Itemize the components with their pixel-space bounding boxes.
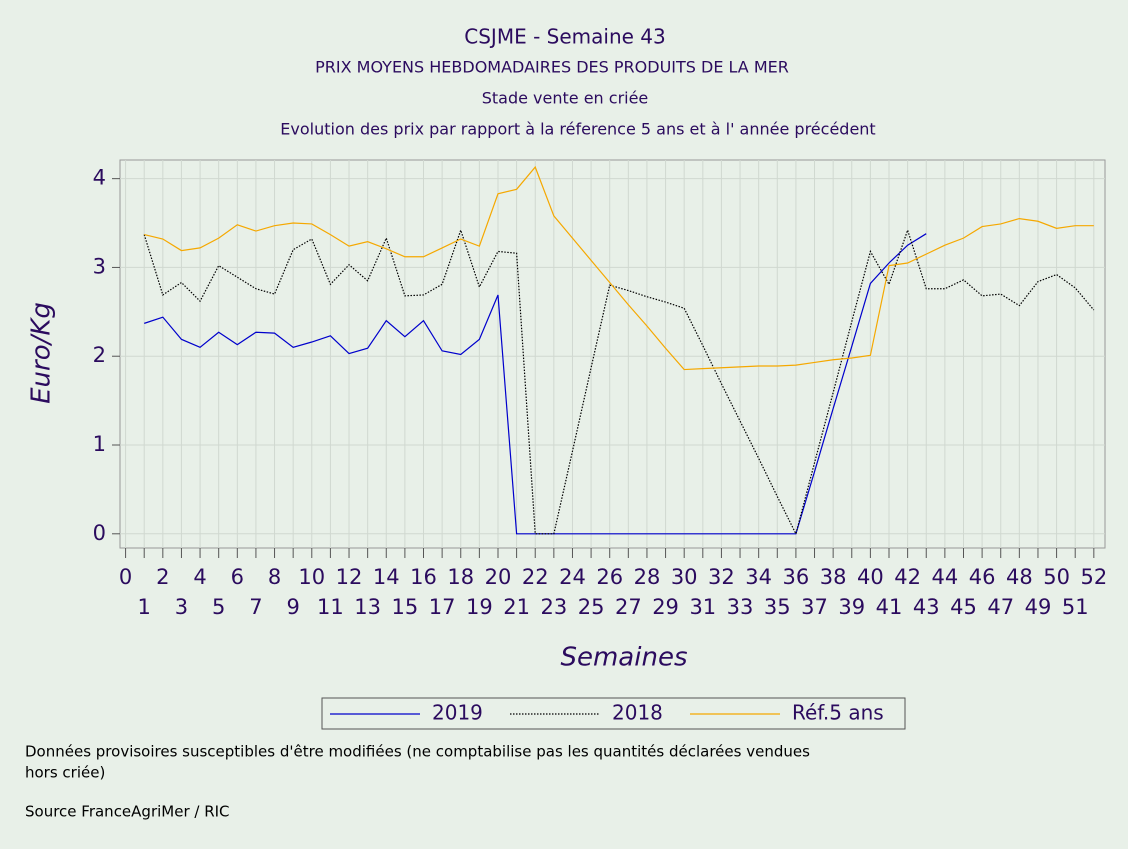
x-tick-label: 19 [466, 595, 493, 619]
note: hors criée) [25, 764, 105, 782]
x-tick-label: 9 [286, 595, 299, 619]
x-tick-label: 32 [708, 565, 735, 589]
x-tick-label: 7 [249, 595, 262, 619]
x-tick-label: 49 [1025, 595, 1052, 619]
x-tick-label: 46 [969, 565, 996, 589]
x-tick-label: 3 [175, 595, 188, 619]
x-tick-label: 14 [373, 565, 400, 589]
x-tick-label: 15 [392, 595, 419, 619]
x-tick-label: 22 [522, 565, 549, 589]
x-tick-label: 38 [820, 565, 847, 589]
y-axis-label: Euro/Kg [27, 302, 57, 404]
chart-subtitle: Evolution des prix par rapport à la réfe… [280, 120, 875, 139]
y-tick-label: 2 [93, 343, 106, 367]
x-tick-label: 33 [727, 595, 754, 619]
x-tick-label: 51 [1062, 595, 1089, 619]
x-tick-label: 26 [596, 565, 623, 589]
x-tick-label: 42 [894, 565, 921, 589]
x-tick-label: 50 [1043, 565, 1070, 589]
x-tick-label: 0 [119, 565, 132, 589]
x-tick-label: 5 [212, 595, 225, 619]
chart-subtitle: PRIX MOYENS HEBDOMADAIRES DES PRODUITS D… [315, 58, 789, 77]
line [144, 233, 927, 535]
legend-label: 2019 [432, 701, 483, 725]
x-tick-label: 1 [138, 595, 151, 619]
note: Source FranceAgriMer / RIC [25, 803, 230, 821]
y-tick-label: 3 [93, 254, 106, 278]
plot-area [119, 159, 1106, 549]
x-tick-label: 34 [745, 565, 772, 589]
x-tick-label: 16 [410, 565, 437, 589]
y-tick-label: 0 [93, 521, 106, 545]
x-tick-label: 25 [578, 595, 605, 619]
x-tick-label: 31 [689, 595, 716, 619]
legend-label: 2018 [612, 701, 663, 725]
x-tick-label: 44 [932, 565, 959, 589]
x-tick-label: 48 [1006, 565, 1033, 589]
legend-label: Réf.5 ans [792, 701, 884, 725]
x-tick-label: 41 [876, 595, 903, 619]
x-tick-label: 45 [950, 595, 977, 619]
x-tick-label: 28 [634, 565, 661, 589]
line [143, 228, 1095, 536]
x-tick-label: 18 [447, 565, 474, 589]
x-tick-label: 20 [485, 565, 512, 589]
x-tick-label: 29 [652, 595, 679, 619]
x-tick-label: 47 [987, 595, 1014, 619]
x-tick-label: 43 [913, 595, 940, 619]
x-tick-label: 23 [540, 595, 567, 619]
x-tick-label: 52 [1080, 565, 1107, 589]
x-tick-label: 2 [156, 565, 169, 589]
x-axis-label: Semaines [560, 643, 687, 673]
x-tick-label: 13 [354, 595, 381, 619]
x-tick-label: 37 [801, 595, 828, 619]
x-tick-label: 11 [317, 595, 344, 619]
x-tick-label: 30 [671, 565, 698, 589]
line [144, 165, 1094, 371]
x-tick-label: 24 [559, 565, 586, 589]
x-tick-label: 21 [503, 595, 530, 619]
x-tick-label: 27 [615, 595, 642, 619]
x-tick-label: 12 [336, 565, 363, 589]
y-tick-label: 4 [93, 166, 106, 190]
x-tick-label: 36 [783, 565, 810, 589]
x-tick-label: 40 [857, 565, 884, 589]
x-tick-label: 6 [231, 565, 244, 589]
x-tick-label: 10 [298, 565, 325, 589]
x-tick-label: 8 [268, 565, 281, 589]
chart-title: CSJME - Semaine 43 [464, 25, 665, 49]
y-tick-label: 1 [93, 432, 106, 456]
note: Données provisoires susceptibles d'être … [25, 743, 810, 761]
x-tick-label: 4 [193, 565, 206, 589]
x-tick-label: 17 [429, 595, 456, 619]
x-tick-label: 35 [764, 595, 791, 619]
x-tick-label: 39 [838, 595, 865, 619]
chart-subtitle: Stade vente en criée [482, 89, 649, 108]
